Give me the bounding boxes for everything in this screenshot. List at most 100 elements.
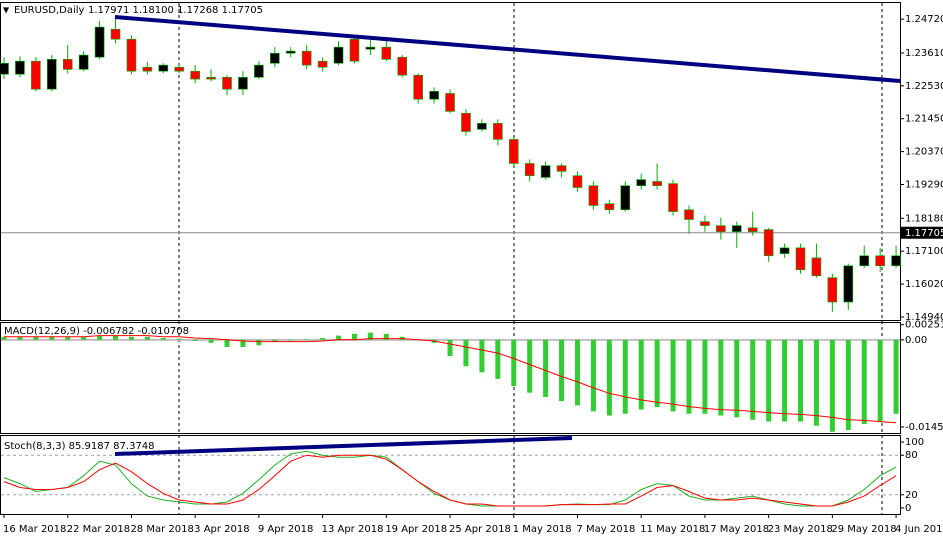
x-tick-label: 25 Apr 2018 <box>449 524 511 535</box>
macd-bar <box>574 339 580 406</box>
candle-body <box>747 227 758 232</box>
y-tick-label: 1.20370 <box>905 147 943 158</box>
x-tick-label: 19 Apr 2018 <box>385 524 447 535</box>
candle-body <box>779 247 790 254</box>
macd-bar <box>495 339 501 379</box>
candle-body <box>254 64 264 78</box>
chart-title: EURUSD,Daily <box>14 5 85 16</box>
macd-bar <box>256 339 262 346</box>
y-tick-label: 1.16020 <box>905 279 943 290</box>
trendline <box>114 436 573 456</box>
candle-body <box>556 165 567 172</box>
x-tick-label: 23 May 2018 <box>768 524 833 535</box>
candle-body <box>126 38 137 72</box>
macd-bar <box>638 339 644 410</box>
x-tick-label: 3 Apr 2018 <box>194 524 249 535</box>
x-tick-label: 11 May 2018 <box>640 524 705 535</box>
macd-bar <box>686 339 692 414</box>
candle-body <box>333 46 344 64</box>
candle-body <box>827 277 838 303</box>
macd-bar <box>128 336 134 340</box>
macd-bar <box>479 339 485 373</box>
macd-bar <box>670 339 676 412</box>
macd-bar <box>463 339 469 367</box>
macd-panel-frame <box>0 322 901 434</box>
macd-bar <box>240 339 246 348</box>
macd-bar <box>527 339 533 393</box>
x-tick-label: 4 Jun 2018 <box>895 524 943 535</box>
candle-body <box>301 50 312 66</box>
macd-bar <box>33 336 39 340</box>
macd-bar <box>320 338 326 340</box>
macd-bar <box>798 339 803 422</box>
y-tick-label: 1.19290 <box>905 179 943 190</box>
macd-title: MACD(12,26,9) -0.006782 -0.010708 <box>4 326 189 337</box>
x-tick-label: 16 Mar 2018 <box>3 524 66 535</box>
candle-body <box>716 225 726 232</box>
candle-body <box>317 60 328 68</box>
macd-bar <box>734 339 740 418</box>
y-tick-label: 1.14940 <box>905 312 943 323</box>
macd-bar <box>351 333 357 340</box>
macd-bar <box>845 339 851 430</box>
menu-arrow[interactable]: ▼ <box>3 6 10 15</box>
macd-bar <box>813 339 819 426</box>
candle-body <box>381 46 392 60</box>
candle-body <box>110 28 121 40</box>
candle-body <box>285 50 296 54</box>
candle-body <box>365 46 376 50</box>
macd-bar <box>606 339 612 416</box>
candle-body <box>397 56 408 76</box>
macd-bar <box>208 339 214 343</box>
candle-body <box>413 74 423 100</box>
candle-body <box>461 112 471 132</box>
candle-body <box>94 26 105 58</box>
candle-body <box>636 179 647 187</box>
period-separators <box>178 3 883 514</box>
candle-body <box>700 221 710 226</box>
macd-bar <box>861 339 867 424</box>
macd-bar <box>1 336 7 340</box>
candle-body <box>206 77 216 80</box>
candle-body <box>859 255 870 267</box>
macd-bar <box>113 335 119 340</box>
candle-body <box>620 185 631 211</box>
candle-body <box>477 122 487 130</box>
macd-bar <box>272 339 278 342</box>
macd-bar <box>304 339 310 340</box>
macd-bar <box>336 335 342 340</box>
macd-bar <box>750 339 756 420</box>
macd-bar <box>160 338 166 340</box>
candle-body <box>604 203 615 211</box>
candle-body <box>445 93 455 112</box>
y-tick-label: 80 <box>905 450 918 461</box>
candle-body <box>15 60 25 75</box>
candle-body <box>588 185 599 206</box>
candle-body <box>668 183 678 212</box>
candle-body <box>78 54 89 70</box>
macd-bar <box>702 339 708 414</box>
candle-body <box>62 59 73 70</box>
macd-bar <box>622 339 628 414</box>
candle-body <box>811 257 822 277</box>
y-tick-label: -0.014501 <box>905 422 943 433</box>
ohlc-values: 1.17971 1.18100 1.17268 1.17705 <box>88 5 263 16</box>
y-tick-label: 1.23610 <box>905 48 943 59</box>
macd-bar <box>877 339 883 422</box>
candle-body <box>524 163 535 176</box>
candle-body <box>238 77 248 90</box>
candle-body <box>174 66 185 72</box>
macd-bar <box>144 336 150 340</box>
y-tick-label: 1.18180 <box>905 213 943 224</box>
macd-bar <box>192 339 198 342</box>
macd-bar <box>288 339 294 341</box>
y-tick-label: 1.21450 <box>905 114 943 125</box>
macd-bar <box>224 339 230 348</box>
macd-bar <box>654 339 660 408</box>
candle-body <box>46 59 57 90</box>
macd-bar <box>383 333 389 340</box>
x-tick-label: 13 Apr 2018 <box>322 524 384 535</box>
macd-bar <box>447 339 453 357</box>
candle-body <box>843 265 854 303</box>
